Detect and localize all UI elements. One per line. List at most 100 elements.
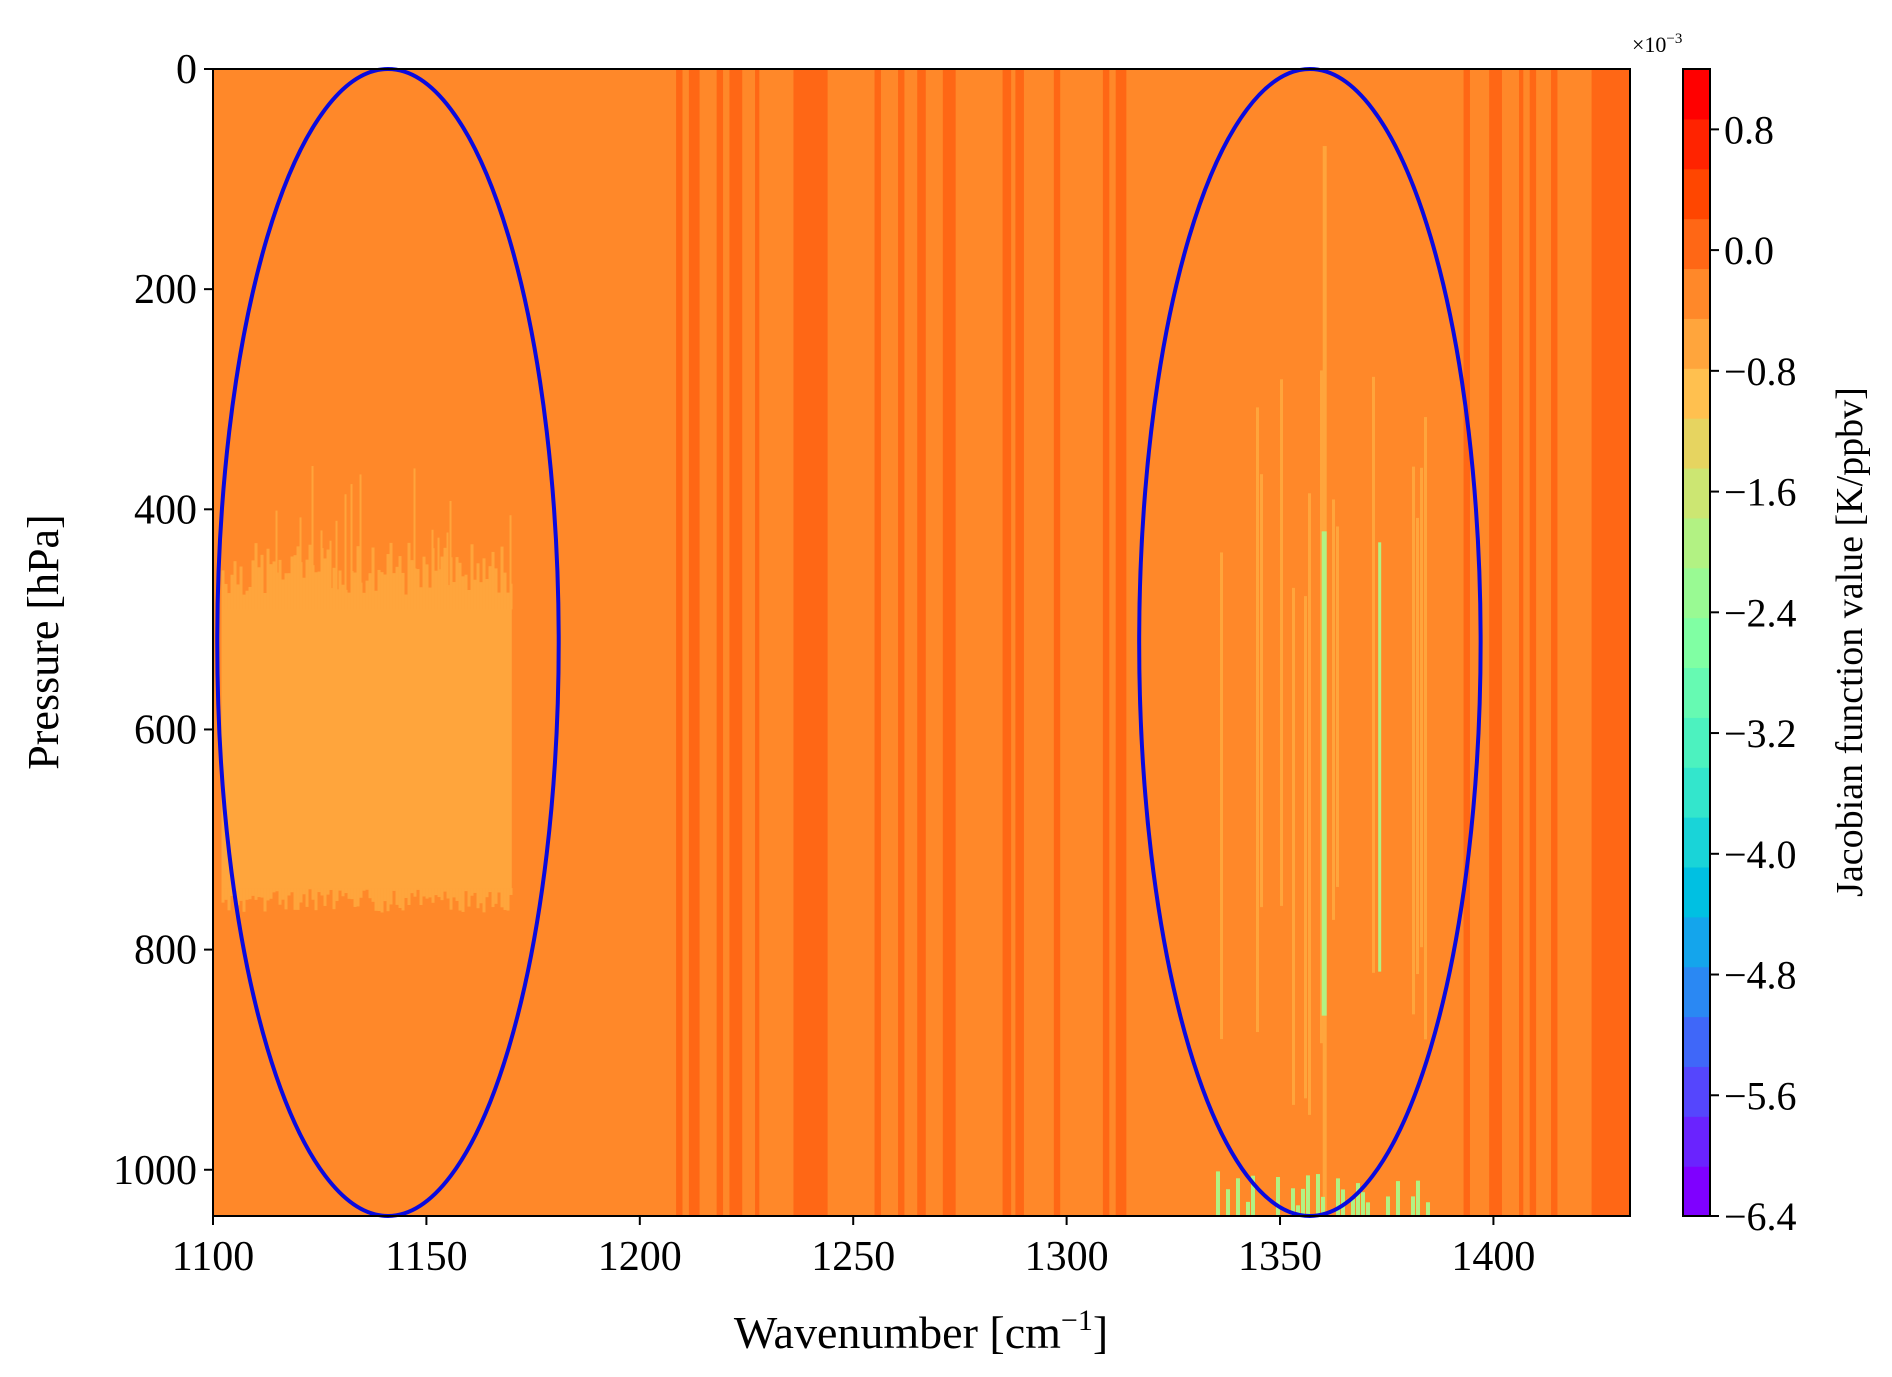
- heatmap-anomaly-edge: [386, 888, 390, 912]
- heatmap-anomaly-edge: [455, 557, 459, 610]
- colorbar-level: [1683, 1016, 1710, 1067]
- heatmap-anomaly-edge: [488, 566, 492, 610]
- heatmap-band: [793, 69, 828, 1216]
- heatmap-anomaly-surface: [1425, 1202, 1430, 1216]
- heatmap-anomaly-edge: [461, 576, 465, 610]
- heatmap-anomaly-edge: [278, 888, 282, 905]
- heatmap-anomaly-edge: [242, 888, 246, 912]
- heatmap-anomaly-spike: [335, 520, 338, 591]
- heatmap-anomaly-edge: [395, 566, 399, 610]
- colorbar-level: [1683, 866, 1710, 918]
- heatmap-anomaly-edge: [224, 583, 228, 610]
- heatmap-anomaly-edge: [341, 584, 345, 610]
- colorbar-level: [1683, 1066, 1710, 1117]
- heatmap-anomaly-edge: [428, 888, 432, 898]
- heatmap-anomaly-surface: [1360, 1192, 1365, 1216]
- heatmap-anomaly-edge: [476, 563, 480, 610]
- heatmap-band: [688, 69, 700, 1216]
- heatmap-band: [1489, 69, 1502, 1216]
- heatmap-anomaly-edge: [500, 888, 504, 908]
- colorbar-level: [1683, 218, 1710, 270]
- heatmap-anomaly-edge: [323, 888, 327, 906]
- heatmap-anomaly-edge: [362, 592, 366, 610]
- colorbar-level: [1683, 467, 1710, 519]
- heatmap-anomaly-edge: [503, 572, 507, 610]
- heatmap-anomaly-streak: [1415, 517, 1419, 975]
- heatmap-anomaly-surface: [1365, 1202, 1370, 1216]
- heatmap-anomaly-edge: [398, 556, 402, 610]
- colorbar-level: [1683, 617, 1710, 669]
- heatmap-anomaly-surface: [1395, 1181, 1400, 1216]
- heatmap-anomaly-edge: [233, 561, 237, 610]
- heatmap-anomaly-edge: [314, 888, 318, 911]
- heatmap-anomaly-edge: [365, 888, 369, 890]
- heatmap-anomaly-edge: [473, 579, 477, 610]
- colorbar-tick-label: 0.0: [1724, 228, 1774, 273]
- heatmap-anomaly-edge: [482, 558, 486, 610]
- heatmap-anomaly-edge: [320, 548, 324, 610]
- colorbar: [1683, 69, 1710, 1217]
- heatmap-anomaly-edge: [305, 559, 309, 610]
- heatmap-anomaly-edge: [299, 562, 303, 610]
- heatmap-anomaly-edge: [347, 888, 351, 899]
- heatmap-anomaly-edge: [470, 888, 474, 896]
- heatmap-anomaly-edge: [443, 888, 447, 892]
- y-tick-label: 1000: [113, 1148, 197, 1194]
- heatmap-anomaly-streak: [1307, 493, 1311, 1115]
- colorbar-level: [1683, 318, 1710, 369]
- heatmap-anomaly-edge: [404, 888, 408, 899]
- heatmap-anomaly-spike: [437, 537, 440, 571]
- heatmap-anomaly-surface: [1385, 1196, 1390, 1216]
- heatmap-anomaly-streak: [1291, 587, 1295, 1105]
- heatmap-anomaly-edge: [506, 592, 510, 610]
- heatmap-anomaly-edge: [266, 548, 270, 610]
- heatmap-anomaly-streak: [1371, 376, 1375, 973]
- heatmap-anomaly-edge: [221, 570, 225, 610]
- colorbar-level: [1683, 667, 1710, 718]
- colorbar-level: [1683, 168, 1710, 220]
- heatmap-anomaly-surface: [1415, 1180, 1420, 1216]
- heatmap-anomaly-edge: [305, 888, 309, 907]
- heatmap-anomaly-spike: [446, 532, 449, 587]
- x-axis: 1100 1150 1200 1250 1300 1350 1400: [172, 1216, 1535, 1280]
- heatmap-anomaly-streak: [1255, 407, 1259, 1033]
- heatmap-anomaly-edge: [434, 570, 438, 610]
- colorbar-level: [1683, 517, 1710, 569]
- heatmap-anomaly-edge: [446, 888, 450, 899]
- heatmap-anomaly-edge: [497, 888, 501, 893]
- heatmap-anomaly-edge: [419, 587, 423, 610]
- heatmap-anomaly-edge: [479, 582, 483, 610]
- heatmap-anomaly-surface: [1305, 1175, 1310, 1216]
- heatmap-anomaly-streak: [1331, 499, 1335, 920]
- heatmap-anomaly-edge: [455, 888, 459, 901]
- x-tick-label: 1350: [1238, 1234, 1322, 1280]
- heatmap-anomaly-spike: [350, 484, 353, 573]
- colorbar-tick-label: −2.4: [1724, 590, 1797, 635]
- heatmap-anomaly-edge: [449, 888, 453, 910]
- heatmap-band: [1015, 69, 1024, 1216]
- heatmap-anomaly-edge: [263, 592, 267, 610]
- y-tick-label: 0: [176, 47, 197, 93]
- heatmap-anomaly-edge: [344, 589, 348, 610]
- heatmap-anomaly-edge: [473, 888, 477, 893]
- heatmap-anomaly-edge: [251, 888, 255, 896]
- heatmap-anomaly-edge: [374, 888, 378, 911]
- heatmap-anomaly-edge: [437, 569, 441, 610]
- heatmap-anomaly-streak: [1303, 596, 1307, 1099]
- heatmap-band: [874, 69, 881, 1216]
- heatmap-anomaly-surface: [1215, 1171, 1220, 1216]
- heatmap-band: [898, 69, 905, 1216]
- heatmap-anomaly-edge: [464, 888, 468, 892]
- heatmap-anomaly-edge: [389, 888, 393, 905]
- y-axis: 0 200 400 600 800 1000: [113, 47, 213, 1194]
- x-tick-label: 1400: [1451, 1234, 1535, 1280]
- heatmap-anomaly-edge: [404, 594, 408, 610]
- heatmap-anomaly-surface: [1350, 1199, 1355, 1216]
- heatmap-anomaly-surface: [1225, 1189, 1230, 1216]
- heatmap-anomaly-edge: [422, 888, 426, 897]
- heatmap-anomaly-edge: [467, 888, 471, 907]
- colorbar-tick-label: −4.0: [1724, 832, 1797, 877]
- heatmap-band: [1551, 69, 1558, 1216]
- heatmap-anomaly-edge: [248, 586, 252, 610]
